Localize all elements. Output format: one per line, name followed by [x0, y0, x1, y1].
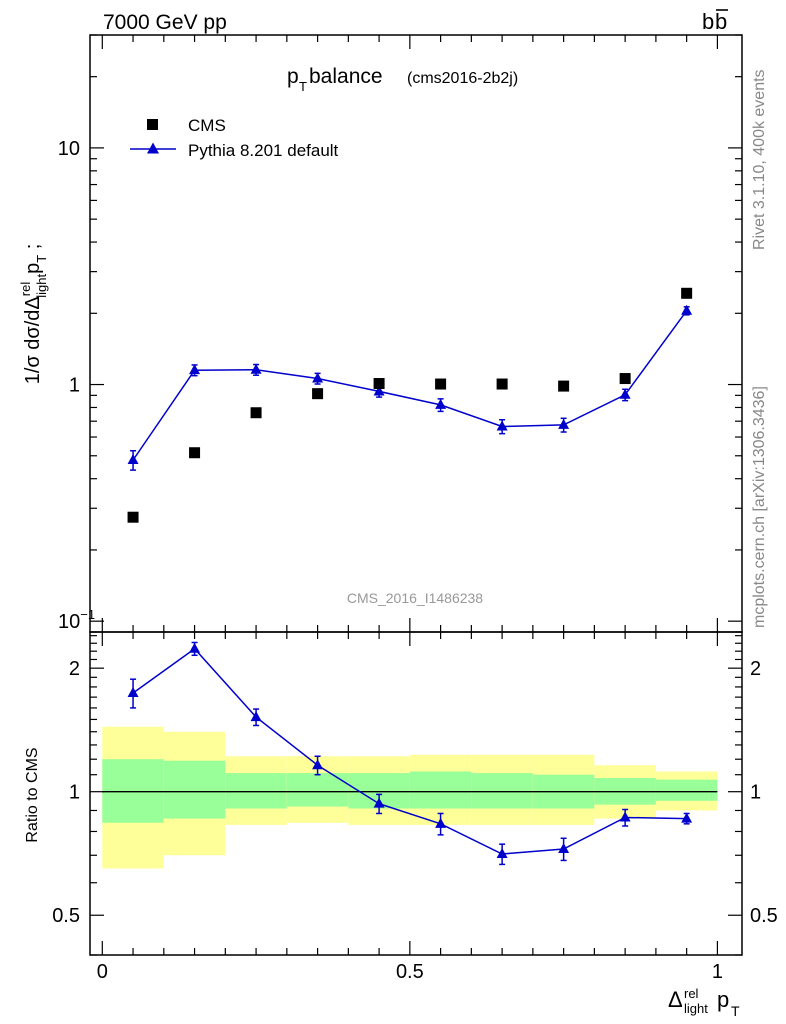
main-y-tick-label: 10	[58, 138, 80, 160]
cms-data-point	[496, 378, 508, 390]
ratio-pythia-point	[496, 847, 508, 858]
header-final-state-bbar: b	[715, 9, 727, 34]
x-title-sub: light	[684, 1001, 708, 1016]
legend-marker-pythia	[147, 142, 159, 154]
ratio-pythia-point	[189, 642, 201, 653]
cms-data-point	[373, 378, 385, 390]
ratio-y-tick-label-right: 2	[750, 658, 761, 680]
pythia-line	[132, 310, 688, 461]
legend: CMS Pythia 8.201 default	[130, 116, 339, 160]
pythia-point	[619, 388, 631, 399]
pythia-point	[681, 304, 693, 315]
ratio-y-axis-title: Ratio to CMS	[24, 747, 41, 842]
ratio-y-tick-label: 1	[69, 782, 80, 804]
mcplots-reference-label: mcplots.cern.ch [arXiv:1306.3436]	[751, 386, 768, 628]
uncertainty-band-inner	[225, 773, 287, 809]
ratio-y-tick-label-right: 1	[750, 782, 761, 804]
main-title: p T balance (cms2016-2b2j)	[287, 65, 518, 94]
cms-data-point	[619, 373, 631, 385]
y-title-sup: rel	[18, 282, 33, 297]
x-axis-title-text: Δ rel light p T	[668, 978, 740, 1019]
x-title-sup: rel	[684, 986, 699, 1001]
ratio-y-tick-label: 0.5	[52, 905, 80, 927]
y-title-p-sub: T	[34, 255, 49, 263]
y-title-sub: light	[34, 274, 49, 298]
x-title-p-sub: T	[731, 1003, 740, 1019]
pythia-point	[373, 385, 385, 396]
x-tick-label: 1	[712, 961, 723, 983]
ratio-y-tick-label: 2	[69, 658, 80, 680]
legend-label-cms: CMS	[188, 116, 226, 135]
ratio-pythia-point	[250, 711, 262, 722]
main-y-axis-title: 1/σ dσ/dΔrellightpT ;	[18, 244, 49, 385]
ratio-panel: 0.5 0.5 1 1 2 2 0 0.5 1 Ratio to CMS Δ rel light…	[24, 631, 778, 1019]
header-final-state-b: b	[702, 9, 714, 34]
title-analysis-tag: (cms2016-2b2j)	[407, 70, 518, 87]
header-final-state: b b	[702, 9, 728, 34]
analysis-watermark: CMS_2016_I1486238	[347, 590, 483, 606]
header-process-label: 7000 GeV pp	[103, 11, 227, 34]
cms-data-point	[189, 447, 201, 459]
ratio-pythia-point	[558, 843, 570, 854]
main-y-tick-label-exponent: −1	[80, 607, 95, 622]
uncertainty-band-inner	[471, 773, 533, 809]
uncertainty-band-inner	[163, 760, 226, 819]
ratio-pythia-line	[132, 647, 687, 855]
y-title-p: p	[22, 263, 44, 274]
title-balance: balance	[309, 65, 383, 88]
pythia-point	[250, 363, 262, 374]
cms-data-point	[127, 511, 139, 523]
main-panel: 10−1 1 10 p T balance (cms2016-2b2j) CMS P…	[18, 34, 743, 633]
ratio-panel-frame	[89, 631, 743, 956]
main-y-tick-label: 1	[69, 375, 80, 397]
pythia-point	[558, 418, 570, 429]
pythia-point	[435, 398, 447, 409]
cms-data-point	[312, 388, 324, 400]
ratio-pythia-point	[435, 817, 447, 828]
title-p-subscript: T	[299, 79, 307, 94]
x-title-p: p	[717, 987, 729, 1012]
x-tick-label: 0	[97, 961, 108, 983]
rivet-version-label: Rivet 3.1.10, 400k events	[751, 69, 768, 250]
y-title-end: ;	[22, 244, 44, 255]
legend-marker-cms	[147, 119, 158, 130]
pythia-point	[189, 364, 201, 375]
cms-data-point	[681, 287, 693, 299]
ratio-pythia-point	[373, 797, 385, 808]
ratio-y-tick-label-right: 0.5	[750, 905, 778, 927]
cms-data-point	[250, 407, 262, 419]
main-y-axis-label: 1/σ dσ/dΔrellightpT ;	[18, 244, 49, 385]
uncertainty-band-inner	[409, 771, 472, 809]
ratio-pythia-point	[681, 812, 693, 823]
cms-data-point	[435, 378, 447, 390]
cms-data-point	[558, 380, 570, 392]
pythia-point	[496, 420, 508, 431]
y-title-main: 1/σ dσ/dΔ	[22, 296, 44, 384]
x-axis-title: Δ rel light p T	[668, 978, 740, 1019]
ratio-pythia-point	[312, 759, 324, 770]
title-p: p	[287, 65, 299, 88]
legend-label-pythia: Pythia 8.201 default	[188, 141, 339, 160]
x-title-delta: Δ	[668, 987, 683, 1012]
pythia-point	[312, 372, 324, 383]
uncertainty-band-inner	[102, 759, 164, 823]
ratio-pythia-point	[127, 686, 139, 697]
uncertainty-band-inner	[655, 779, 718, 801]
ratio-pythia-point	[619, 811, 631, 822]
x-tick-label: 0.5	[396, 961, 424, 983]
pythia-point	[127, 453, 139, 464]
main-y-tick-label: 10−1	[58, 607, 95, 633]
